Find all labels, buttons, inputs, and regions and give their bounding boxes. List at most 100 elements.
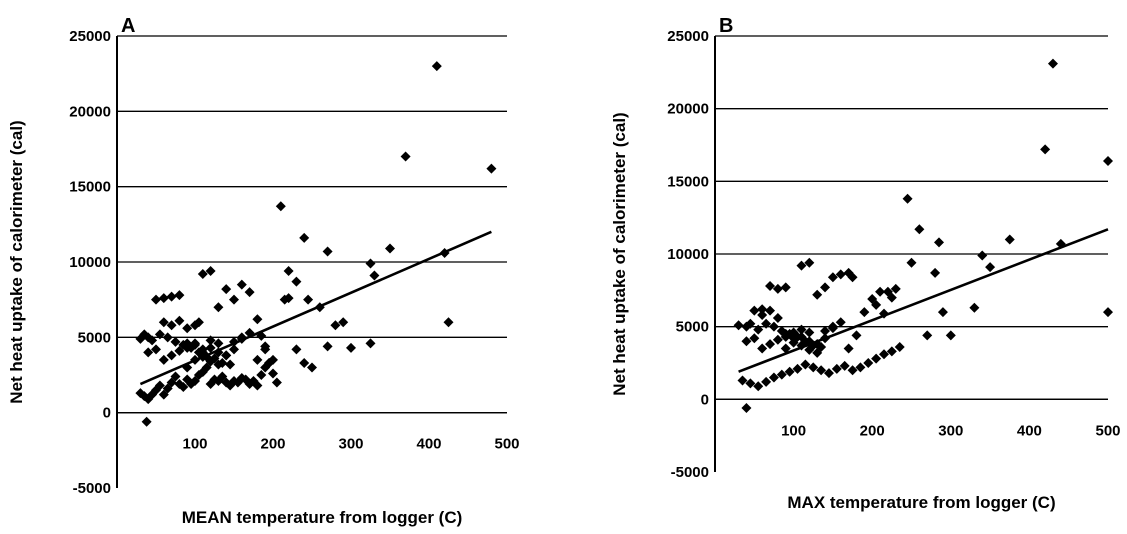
x-tick-label: 200 (860, 422, 885, 439)
data-point (863, 358, 874, 368)
data-point (796, 340, 807, 351)
data-point (812, 289, 823, 300)
data-point (757, 343, 768, 354)
data-point (741, 336, 752, 347)
data-point (431, 61, 442, 72)
data-point (151, 344, 161, 355)
data-point (792, 363, 803, 374)
data-point (174, 315, 185, 326)
data-point (303, 294, 314, 305)
data-point (930, 267, 941, 278)
data-point (776, 369, 787, 380)
data-point (945, 330, 956, 341)
data-point (871, 353, 882, 364)
data-point (229, 294, 239, 305)
y-axis-label: Net heat uptake of calorimeter (cal) (7, 120, 26, 403)
data-point (225, 359, 236, 370)
data-point (1055, 238, 1066, 249)
data-point (745, 378, 756, 389)
data-point (439, 247, 450, 258)
data-point (878, 308, 889, 319)
data-point (827, 323, 838, 334)
data-point (843, 267, 854, 278)
data-point (820, 326, 831, 337)
data-point (139, 329, 150, 340)
x-tick-label: 100 (182, 436, 207, 453)
data-point (745, 318, 756, 329)
data-point (922, 330, 933, 341)
data-point (1103, 307, 1113, 318)
data-point (193, 347, 204, 358)
y-tick-label: 0 (701, 391, 709, 408)
data-point (800, 336, 811, 347)
x-tick-label: 400 (416, 436, 441, 453)
data-point (800, 359, 811, 370)
data-point (776, 326, 787, 337)
data-point (307, 362, 317, 373)
data-point (804, 257, 815, 268)
data-point (400, 151, 411, 162)
data-point (878, 349, 889, 360)
data-point (213, 302, 224, 313)
data-point (894, 342, 905, 353)
data-point (154, 329, 165, 340)
data-point (158, 354, 169, 365)
y-tick-label: 15000 (69, 179, 111, 196)
x-tick-label: 300 (338, 436, 363, 453)
x-axis-label: MAX temperature from logger (C) (787, 493, 1055, 512)
data-point (170, 371, 181, 382)
panel-label: A (121, 15, 135, 37)
data-point (166, 291, 177, 302)
data-point (835, 317, 846, 328)
data-point (322, 341, 333, 352)
data-point (1103, 155, 1113, 166)
data-point (753, 381, 764, 392)
data-point (197, 269, 208, 280)
y-tick-label: 5000 (676, 319, 709, 336)
data-point (796, 260, 807, 271)
data-point (741, 403, 752, 414)
data-point (820, 333, 831, 344)
data-point (808, 362, 819, 373)
data-point (804, 327, 815, 338)
data-point (835, 269, 846, 280)
data-point (985, 262, 996, 273)
data-point (851, 330, 862, 341)
x-tick-label: 500 (1095, 422, 1120, 439)
data-point (190, 354, 200, 365)
data-point (209, 353, 220, 364)
data-point (886, 346, 897, 357)
chart-panel-b: -5000 0 5000 10000 15000 20000 25000 100 200 300 4… (565, 0, 1127, 534)
data-point (823, 368, 834, 379)
data-point (859, 307, 870, 318)
y-tick-label: 10000 (69, 254, 111, 271)
data-point (330, 320, 341, 331)
data-point (757, 304, 768, 315)
scatter-chart-b: -5000 0 5000 10000 15000 20000 25000 100 200 300 4… (610, 15, 1121, 512)
y-tick-label: 10000 (667, 246, 709, 263)
data-point (229, 344, 239, 355)
data-point (182, 362, 193, 373)
data-point (765, 305, 776, 316)
trendline (738, 228, 1109, 373)
data-point (182, 323, 193, 334)
x-tick-label: 300 (938, 422, 963, 439)
data-point (937, 307, 948, 318)
data-point (1047, 58, 1058, 69)
data-point (205, 342, 216, 353)
y-tick-label: 20000 (69, 103, 111, 120)
data-point (244, 327, 255, 338)
data-point (733, 320, 744, 331)
data-point (796, 324, 807, 335)
data-point (1040, 144, 1051, 155)
data-point (178, 382, 189, 393)
data-point (283, 266, 294, 277)
data-point (275, 201, 286, 212)
data-point (761, 376, 772, 387)
data-point (827, 272, 838, 283)
data-point (221, 284, 232, 295)
data-point (780, 343, 791, 354)
y-tick-label: -5000 (671, 464, 709, 481)
data-point (847, 365, 858, 376)
data-point (252, 354, 263, 365)
